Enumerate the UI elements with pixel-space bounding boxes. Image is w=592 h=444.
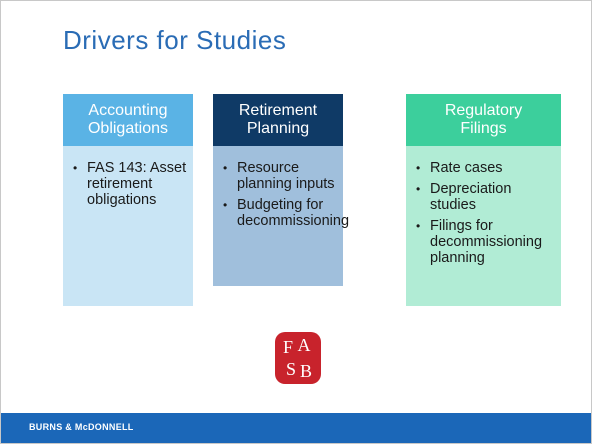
column-body: Rate cases Depreciation studies Filings fo… [406,146,561,306]
slide-title: Drivers for Studies [63,25,287,55]
column-body: FAS 143: Asset retirement obligations [63,146,193,306]
column-header: Accounting Obligations [63,94,193,146]
logo-letter: A [298,335,311,355]
logo: F A S B [275,332,321,384]
bullet-item: Depreciation studies [416,181,555,213]
logo-letter: B [300,361,312,381]
column: Regulatory Filings Rate cases Depreciation… [406,94,561,306]
bullet-item: Resource planning inputs [223,160,337,192]
logo-letter: S [286,359,296,379]
bullet-item: Filings for decommissioning planning [416,218,555,266]
column: Retirement PlanningResource planning inp… [213,94,349,286]
footer: BURNS & McDONNELL [1,413,591,443]
bullet-item: Rate cases [416,160,555,176]
logo-letter: F [283,337,293,357]
column-header: Regulatory Filings [406,94,561,146]
bullet-item: Budgeting for decommissioning [223,197,349,229]
footer-brand: BURNS & McDONNELL [29,422,134,432]
column-body: Resource planning inputs Budgeting for de… [213,146,349,286]
logo-badge [275,332,321,384]
column: Accounting Obligations FAS 143: Asset ret… [63,94,193,306]
column-header: Retirement Planning [213,94,343,146]
bullet-item: FAS 143: Asset retirement obligations [73,160,187,208]
